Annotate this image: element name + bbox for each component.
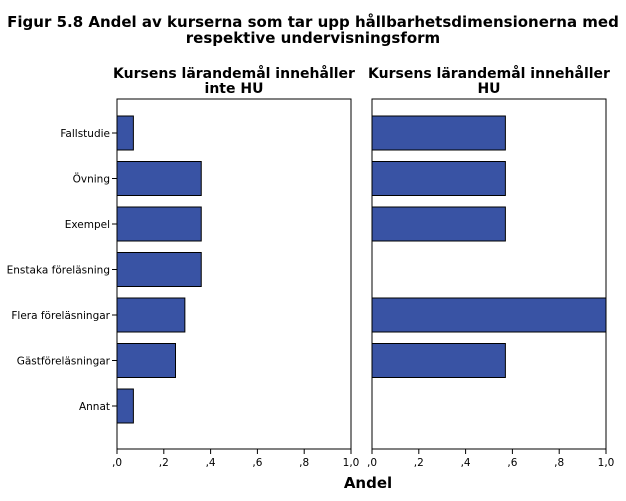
- category-label: Annat: [79, 401, 110, 413]
- bar: [116, 388, 134, 424]
- bar: [116, 297, 186, 333]
- x-tick-label: ,2: [414, 457, 424, 469]
- figure-title: Figur 5.8 Andel av kurserna som tar upp …: [0, 14, 626, 46]
- panel-subtitle: HU: [477, 81, 500, 97]
- bar: [371, 161, 506, 196]
- x-tick-label: ,0: [367, 457, 377, 469]
- x-tick-label: ,4: [206, 457, 216, 469]
- bar: [116, 252, 202, 287]
- category-label: Fallstudie: [60, 128, 110, 140]
- x-tick-label: 1,0: [598, 457, 615, 469]
- x-tick-label: ,8: [299, 457, 309, 469]
- category-label: Gästföreläsningar: [17, 356, 111, 368]
- x-tick-label: ,4: [461, 457, 471, 469]
- x-tick-label: 1,0: [343, 457, 360, 469]
- figure-title-line-2: respektive undervisningsform: [185, 29, 441, 47]
- x-tick-label: ,2: [159, 457, 169, 469]
- bar: [116, 115, 134, 151]
- panel-subtitle: inte HU: [205, 81, 264, 97]
- bar: [371, 206, 506, 242]
- x-tick-label: ,8: [554, 457, 564, 469]
- bar: [116, 343, 176, 378]
- category-label: Flera föreläsningar: [11, 310, 110, 322]
- category-label: Enstaka föreläsning: [7, 265, 110, 277]
- x-axis-label: Andel: [343, 474, 393, 492]
- panel-title: Kursens lärandemål innehåller: [113, 65, 355, 82]
- category-label: Övning: [73, 173, 110, 186]
- x-tick-label: ,6: [252, 457, 262, 469]
- figure-title-line-1: Figur 5.8 Andel av kurserna som tar upp …: [7, 13, 619, 31]
- panel-frame: [371, 98, 607, 450]
- x-tick-label: ,6: [507, 457, 517, 469]
- bar: [371, 115, 506, 151]
- panel-title: Kursens lärandemål innehåller: [368, 65, 610, 82]
- bar: [371, 297, 607, 333]
- bar: [371, 343, 506, 378]
- bar: [116, 161, 202, 196]
- bar: [116, 206, 202, 242]
- x-tick-label: ,0: [112, 457, 122, 469]
- category-label: Exempel: [65, 219, 110, 231]
